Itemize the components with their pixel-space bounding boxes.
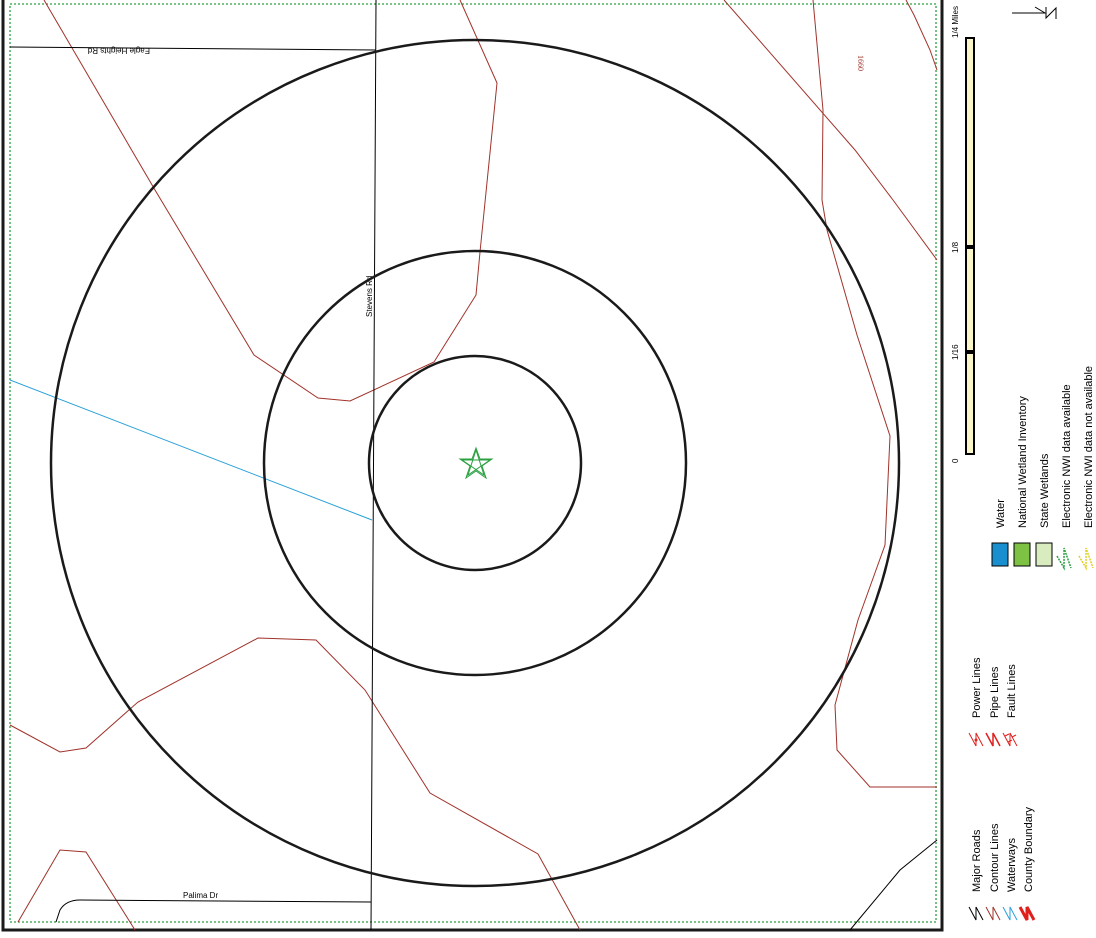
contour-line xyxy=(43,0,498,402)
legend-water-group: Water National Wetland Inventory State W… xyxy=(991,366,1095,571)
legend-label: Power Lines xyxy=(971,657,983,718)
eagle-heights-rd-line xyxy=(9,46,377,51)
buffer-rings xyxy=(49,38,901,888)
map-frame xyxy=(1,0,944,932)
nwi-not-available-icon xyxy=(1078,547,1094,571)
contour-line xyxy=(17,849,136,931)
map-border xyxy=(1,0,944,932)
palima-dr-line xyxy=(55,899,372,923)
contour-line xyxy=(905,0,938,71)
state-wetlands-swatch xyxy=(1035,542,1053,567)
north-arrow-icon xyxy=(1012,6,1057,20)
scale-label-0: 0 xyxy=(951,458,960,463)
scale-label-1-4-miles: 1/4 Miles xyxy=(951,6,960,38)
legend-label: Contour Lines xyxy=(989,823,1001,892)
buffer-ring-outer xyxy=(49,38,901,888)
legend-label: Waterways xyxy=(1006,838,1018,892)
scale-label-1-16: 1/16 xyxy=(951,344,960,360)
legend-label: Electronic NWI data available xyxy=(1061,384,1073,528)
contour-lines xyxy=(9,0,938,931)
county-boundary-icon xyxy=(1018,906,1036,921)
contour-line xyxy=(812,0,937,788)
county-boundary-inner xyxy=(9,3,937,923)
road-label-palima: Palima Dr xyxy=(183,891,218,900)
road-label-eagle-heights: Eagle Heights Rd xyxy=(88,46,150,55)
legend-label: National Wetland Inventory xyxy=(1017,396,1029,528)
road-label-stevens: Stevens Rd xyxy=(365,276,374,317)
legend-label: Water xyxy=(995,499,1007,528)
contour-line xyxy=(723,0,938,261)
scale-label-1-8: 1/8 xyxy=(951,241,960,253)
stevens-rd-line xyxy=(370,0,377,931)
buffer-ring-inner xyxy=(367,354,583,572)
legend-label: County Boundary xyxy=(1023,807,1035,892)
pipe-line-icon xyxy=(985,732,1001,747)
waterway-line xyxy=(9,379,373,521)
legend-label: Major Roads xyxy=(971,829,983,892)
contour-label: 1660 xyxy=(856,55,865,71)
nwi-available-icon xyxy=(1056,547,1072,571)
fault-line-icon xyxy=(1002,732,1018,747)
contour-line xyxy=(9,637,581,931)
nwi-swatch xyxy=(1013,542,1031,567)
legend-label: Fault Lines xyxy=(1006,664,1018,718)
legend-label: Pipe Lines xyxy=(989,666,1001,718)
legend-roads-group: Major Roads Contour Lines Waterways Coun… xyxy=(968,807,1036,921)
buffer-ring-middle xyxy=(262,249,688,677)
star-icon xyxy=(458,446,494,480)
scale-bar: 0 1/16 1/8 1/4 Miles xyxy=(951,6,975,463)
contour-line-icon xyxy=(985,906,1001,921)
road-line-icon xyxy=(968,906,984,921)
power-line-icon xyxy=(968,732,984,747)
legend-utility-group: Power Lines Pipe Lines Fault Lines xyxy=(968,657,1018,747)
road-line xyxy=(849,839,938,931)
water-swatch xyxy=(991,542,1009,567)
legend-label: Electronic NWI data not available xyxy=(1083,366,1095,528)
waterway-line-icon xyxy=(1002,906,1018,921)
roads xyxy=(9,0,938,931)
legend-label: State Wetlands xyxy=(1039,453,1051,528)
